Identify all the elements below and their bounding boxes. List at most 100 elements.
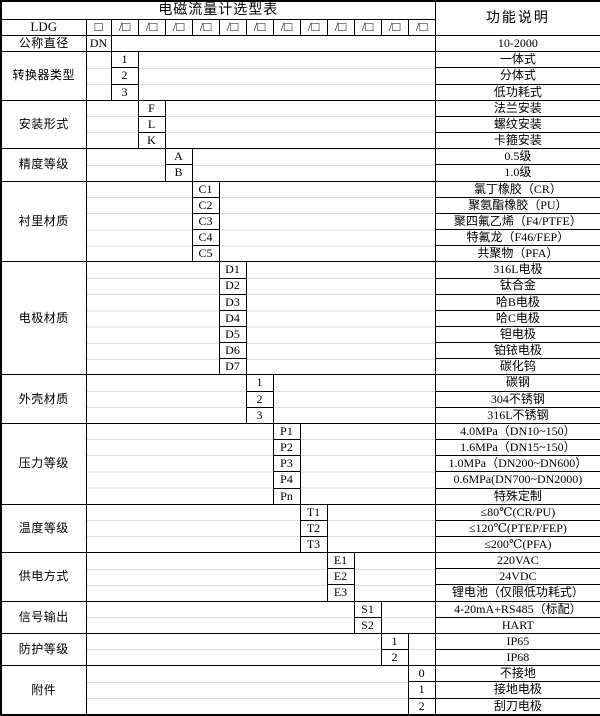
table-row: S2 HART <box>1 616 600 634</box>
filler-cell <box>272 374 436 424</box>
description-cell: 接地电极 <box>434 681 600 699</box>
section-label: 安装形式 <box>0 99 87 150</box>
description-cell: 法兰安装 <box>434 99 600 117</box>
model-slot-cell: /□ <box>407 18 436 37</box>
table-row: E2 24VDC <box>1 568 600 586</box>
filler-cell <box>299 422 436 505</box>
code-cell: Pn <box>272 487 301 505</box>
table-row: L 螺纹安装 <box>1 115 600 134</box>
description-cell: 316L电极 <box>434 261 600 279</box>
filler-cell <box>85 261 220 376</box>
section-label: 衬里材质 <box>0 180 87 263</box>
code-cell: 2 <box>245 390 274 408</box>
table-title: 电磁流量计选型表 <box>0 0 436 20</box>
code-cell: L <box>137 115 166 134</box>
table-row: 精度等级 A 0.5级 <box>0 148 600 182</box>
description-cell: 碳钢 <box>434 374 600 392</box>
filler-cell <box>85 148 166 182</box>
description-cell: 1.6MPa（DN15~150） <box>434 439 600 457</box>
function-column-header: 功能说明 <box>434 0 600 37</box>
table-row: 防护等级 1 IP65 <box>0 632 600 667</box>
code-cell: C2 <box>191 196 220 214</box>
code-cell: 0 <box>407 665 436 683</box>
filler-cell <box>110 35 436 53</box>
model-slot-cell: /□ <box>272 18 301 37</box>
description-cell: 0.5级 <box>434 148 600 166</box>
description-cell: 4-20mA+RS485（标配） <box>434 600 600 618</box>
description-cell: 一体式 <box>434 51 600 69</box>
table-row: 转换器类型 1 一体式 <box>0 51 600 101</box>
code-cell: 1 <box>380 632 409 651</box>
code-cell: D6 <box>218 342 247 360</box>
table-row: 1 接地电极 <box>1 681 600 699</box>
description-cell: ≤120℃(PTEP/FEP) <box>434 519 600 538</box>
section-label: 压力等级 <box>0 422 87 505</box>
table-row: T2 ≤120℃(PTEP/FEP) <box>1 519 600 538</box>
description-cell: IP68 <box>434 649 600 667</box>
description-cell: 卡箍安装 <box>434 132 600 150</box>
model-slot-cell: /□ <box>191 18 220 37</box>
description-cell: 特氟龙（F46/FEP） <box>434 229 600 247</box>
code-cell: S1 <box>353 600 382 618</box>
model-box-cell: □ <box>85 18 112 37</box>
description-cell: 铂铱电极 <box>434 342 600 360</box>
section-label: 外壳材质 <box>0 374 87 424</box>
description-cell: 钽电极 <box>434 325 600 344</box>
code-cell: S2 <box>353 616 382 634</box>
filler-cell <box>85 374 247 424</box>
code-cell: C4 <box>191 229 220 247</box>
code-cell: C3 <box>191 212 220 231</box>
filler-cell <box>85 503 301 554</box>
code-cell: D4 <box>218 309 247 327</box>
table-row: D7 碳化钨 <box>1 358 600 376</box>
model-code-row: LDG □ /□/□/□/□/□/□/□/□/□/□/□/□ <box>0 18 600 37</box>
description-cell: ≤200℃(PFA) <box>434 535 600 554</box>
section-label: 精度等级 <box>0 148 87 182</box>
table-row: 衬里材质 C1 氯丁橡胶（CR） <box>0 180 600 263</box>
filler-cell <box>245 261 436 376</box>
code-cell: C1 <box>191 180 220 198</box>
section-label: 供电方式 <box>0 552 87 602</box>
table-row: 外壳材质 1 碳钢 <box>0 374 600 424</box>
description-cell: 0.6MPa(DN700~DN2000) <box>434 471 600 489</box>
table-row: 2 IP68 <box>1 649 600 667</box>
description-cell: ≤80℃(CR/PU) <box>434 503 600 521</box>
table-row: 2 刮刀电极 <box>1 697 600 716</box>
table-row: 公称直径 DN 10-2000 <box>0 35 600 53</box>
description-cell: IP65 <box>434 632 600 651</box>
code-cell: 3 <box>245 406 274 424</box>
description-cell: 304不锈钢 <box>434 390 600 408</box>
table-row: 安装形式 F 法兰安装 <box>0 99 600 150</box>
code-cell: D5 <box>218 325 247 344</box>
code-cell: 2 <box>110 67 139 85</box>
title-row: 电磁流量计选型表 功能说明 <box>0 0 600 37</box>
model-slot-cell: /□ <box>110 18 139 37</box>
model-prefix-label: LDG <box>0 18 87 37</box>
code-cell: P1 <box>272 422 301 441</box>
section-label: 温度等级 <box>0 503 87 554</box>
code-cell: C5 <box>191 245 220 263</box>
description-cell: 氯丁橡胶（CR） <box>434 180 600 198</box>
code-cell: E1 <box>326 552 355 570</box>
description-cell: 10-2000 <box>434 35 600 53</box>
table-row: P3 1.0MPa（DN200~DN600） <box>1 455 600 473</box>
filler-cell <box>353 552 436 602</box>
filler-cell <box>85 422 274 505</box>
code-cell: DN <box>85 35 112 53</box>
code-cell: K <box>137 132 166 150</box>
table-row: Pn 特殊定制 <box>1 487 600 505</box>
filler-cell <box>191 148 436 182</box>
description-cell: 低功耗式 <box>434 83 600 101</box>
description-cell: 24VDC <box>434 568 600 586</box>
model-slot-cell: /□ <box>299 18 328 37</box>
code-cell: F <box>137 99 166 117</box>
code-cell: T3 <box>299 535 328 554</box>
description-cell: 哈C电极 <box>434 309 600 327</box>
code-cell: D2 <box>218 277 247 295</box>
filler-cell <box>85 600 355 634</box>
code-cell: P3 <box>272 455 301 473</box>
description-cell: 锂电池（仅限低功耗式） <box>434 584 600 602</box>
code-cell: A <box>164 148 193 166</box>
description-cell: 不接地 <box>434 665 600 683</box>
